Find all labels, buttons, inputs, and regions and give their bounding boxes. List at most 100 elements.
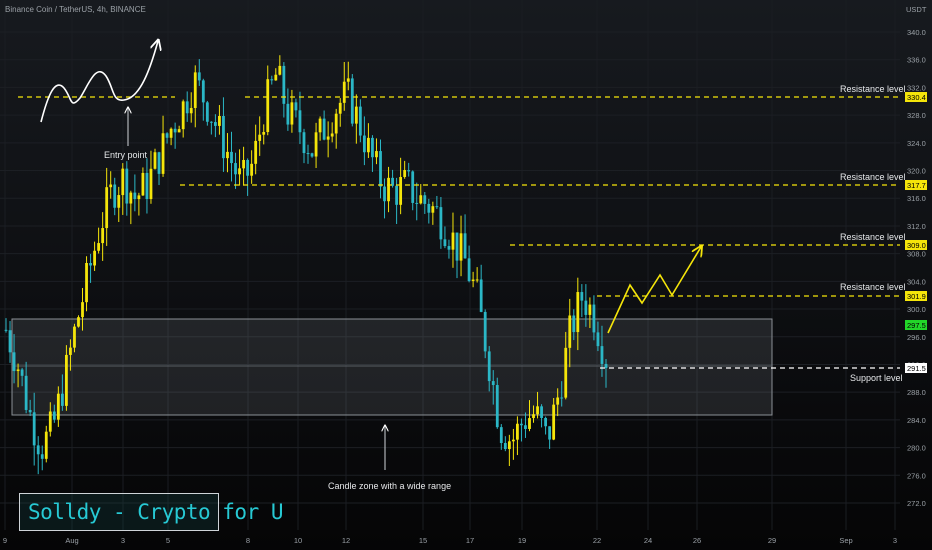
price-tick: 320.0 [907, 167, 926, 176]
candle-body [278, 65, 282, 75]
time-tick: 17 [466, 536, 474, 545]
currency-label: USDT [906, 5, 927, 14]
candle-body [383, 186, 386, 202]
level-lines [18, 96, 900, 369]
candle-body [314, 132, 318, 157]
candle-body [242, 159, 245, 169]
candle-body [350, 78, 354, 124]
candle-body [250, 163, 254, 176]
candle-body [73, 326, 76, 348]
candle-body [536, 406, 539, 415]
candle-body [270, 79, 274, 81]
time-tick: 3 [121, 536, 125, 545]
price-tick: 324.0 [907, 139, 926, 148]
candle-body [266, 79, 270, 133]
time-axis[interactable]: 9 Aug 3 5 8 10 12 15 17 19 22 24 26 29 Sep 3 [3, 536, 897, 545]
candle-body [149, 168, 153, 200]
candle-body [358, 106, 362, 136]
brand-text: Solldy - Crypto for U [28, 500, 284, 524]
candle-body [290, 102, 294, 125]
candle-body [189, 107, 193, 114]
vertical-grid [4, 0, 896, 530]
candle-body [52, 411, 56, 420]
candle-body [375, 151, 378, 158]
candle-body [367, 137, 370, 153]
candle-body [81, 302, 84, 318]
candle-body [4, 329, 8, 331]
candle-body [93, 250, 96, 266]
time-tick: 29 [768, 536, 776, 545]
candle-body [342, 81, 346, 103]
svg-text:330.4: 330.4 [907, 93, 926, 102]
candle-body [12, 352, 16, 372]
price-tag-301: 301.9 [905, 291, 927, 301]
candle-body [173, 128, 177, 133]
price-tick: 300.0 [907, 305, 926, 314]
candle-body [467, 258, 471, 282]
candle-body [322, 118, 326, 140]
svg-text:301.9: 301.9 [907, 292, 926, 301]
time-tick: 9 [3, 536, 7, 545]
candle-body [209, 121, 213, 123]
candle-body [507, 441, 511, 450]
time-tick: 12 [342, 536, 350, 545]
candle-body [294, 102, 298, 111]
support-label: Support level [850, 373, 903, 383]
candle-body [282, 65, 286, 104]
price-tag-317: 317.7 [905, 180, 927, 190]
price-tag-support: 291.5 [905, 363, 927, 373]
candle-body [185, 101, 189, 114]
candle-body [32, 412, 36, 446]
candle-body [528, 418, 531, 429]
candle-body [431, 206, 435, 213]
candle-body [254, 140, 258, 164]
time-tick: Sep [839, 536, 852, 545]
candle-body [89, 262, 92, 266]
candle-body [600, 346, 604, 364]
candle-body [503, 443, 507, 450]
candle-body [471, 279, 475, 282]
candle-body [205, 102, 209, 122]
candle-body [246, 159, 250, 176]
candle-body [101, 228, 105, 244]
candle-body [584, 300, 588, 315]
candles [4, 55, 608, 475]
candle-body [8, 330, 12, 353]
candle-body [133, 192, 137, 200]
candle-body [60, 393, 64, 406]
candle-body [499, 427, 503, 444]
candle-body [576, 292, 580, 333]
candle-body [511, 439, 515, 442]
candle-body [592, 304, 596, 333]
price-tag-330: 330.4 [905, 92, 927, 102]
candle-body [20, 369, 24, 376]
svg-text:317.7: 317.7 [907, 181, 926, 190]
price-tick: 316.0 [907, 194, 926, 203]
resistance-label-4: Resistance level [840, 282, 906, 292]
candle-body [318, 118, 322, 133]
candle-body [491, 381, 495, 386]
price-tick: 340.0 [907, 28, 926, 37]
candle-body [36, 445, 40, 455]
time-tick: 26 [693, 536, 701, 545]
time-tick: 5 [166, 536, 170, 545]
candle-body [28, 409, 32, 413]
candle-body [479, 279, 483, 312]
candle-body [201, 80, 205, 103]
candle-body [286, 103, 290, 125]
candle-body [141, 172, 145, 196]
candle-body [117, 195, 121, 208]
candle-body [346, 78, 350, 82]
candle-body [44, 431, 48, 459]
candle-body [604, 363, 608, 369]
candle-body [334, 113, 338, 134]
candle-body [556, 397, 560, 405]
candle-body [153, 152, 157, 169]
candle-body [560, 397, 564, 399]
candle-body [552, 404, 556, 440]
candle-body [238, 168, 241, 175]
candle-body [40, 454, 44, 459]
candle-body [395, 185, 399, 205]
resistance-label-2: Resistance level [840, 172, 906, 182]
